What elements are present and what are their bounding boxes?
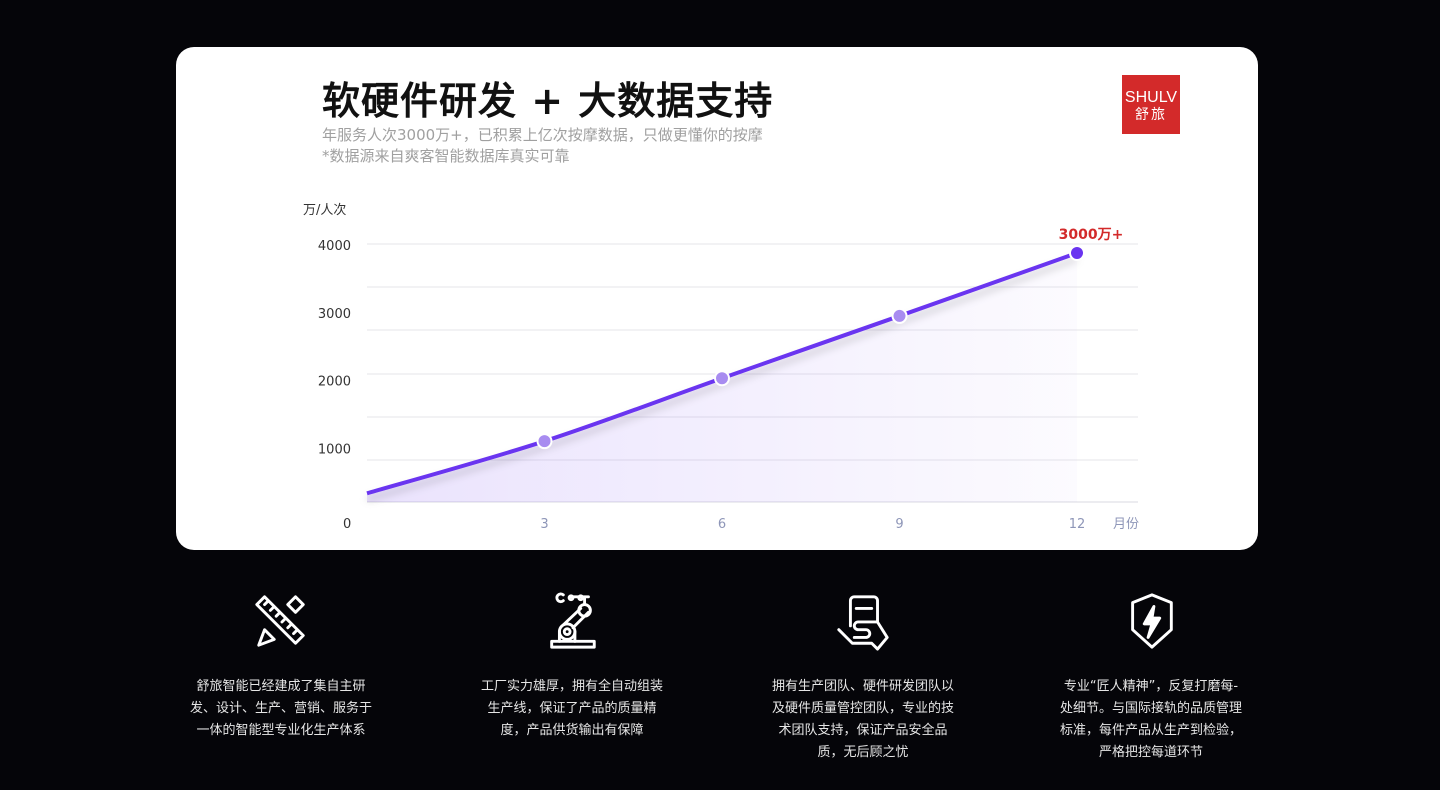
subtitle: 年服务人次3000万+，已积累上亿次按摩数据，只做更懂你的按摩 [322, 126, 763, 144]
feature-text-line: 专业“匠人精神”，反复打磨每- [1063, 679, 1239, 694]
feature-text-line: 质，无后顾之忧 [817, 745, 909, 760]
ruler-pencil-icon [171, 590, 391, 650]
feature-text-line: 及硬件质量管控团队，专业的技 [771, 701, 954, 716]
data-point [714, 370, 730, 387]
data-point [891, 307, 908, 324]
area-fill [367, 252, 1077, 502]
y-tick-label: 1000 [318, 442, 351, 457]
feature-text-line: 拥有生产团队、硬件研发团队以 [771, 679, 954, 694]
brand-logo: SHULV 舒旅 [1122, 75, 1180, 134]
data-point [1069, 244, 1085, 261]
feature-text-line: 处细节。与国际接轨的品质管理 [1059, 701, 1242, 716]
robot-arm-icon [462, 590, 682, 650]
feature-1: 舒旅智能已经建成了集自主研 发、设计、生产、营销、服务于 一体的智能型专业化生产体系 [171, 590, 391, 742]
page-title: 软硬件研发 + 大数据支持 [322, 79, 774, 123]
feature-3: 拥有生产团队、硬件研发团队以 及硬件质量管控团队，专业的技 术团队支持，保证产品安全… [753, 590, 973, 764]
y-tick-label: 0 [343, 517, 351, 532]
x-tick-label: 6 [718, 517, 726, 532]
logo-text-en: SHULV [1124, 89, 1178, 106]
data-point [536, 433, 553, 450]
feature-text-line: 发、设计、生产、营销、服务于 [189, 701, 372, 716]
x-tick-label: 9 [895, 517, 903, 532]
peak-annotation: 3000万+ [1059, 227, 1124, 243]
shield-lightning-icon [1041, 590, 1261, 650]
line-chart: 万/人次 月份 3000万+ 0 1000 2000 3000 4000 3 6 9 12 [303, 202, 1139, 532]
feature-4: 专业“匠人精神”，反复打磨每- 处细节。与国际接轨的品质管理 标准，每件产品从生产到… [1041, 590, 1261, 764]
y-tick-label: 2000 [318, 375, 351, 390]
feature-text-line: 术团队支持，保证产品安全品 [778, 723, 948, 738]
x-tick-label: 12 [1069, 517, 1086, 532]
logo-text-cn: 舒旅 [1135, 106, 1167, 122]
y-tick-label: 3000 [318, 307, 351, 322]
hand-document-icon [753, 590, 973, 651]
feature-text-line: 生产线，保证了产品的质量精 [487, 701, 657, 716]
y-tick-label: 4000 [318, 239, 351, 254]
feature-text-line: 标准，每件产品从生产到检验， [1059, 723, 1242, 738]
feature-text-line: 工厂实力雄厚，拥有全自动组装 [480, 679, 663, 694]
x-tick-label: 3 [540, 517, 548, 532]
feature-text-line: 舒旅智能已经建成了集自主研 [196, 679, 366, 694]
feature-text-line: 一体的智能型专业化生产体系 [196, 723, 366, 738]
y-axis-label: 万/人次 [303, 202, 346, 218]
feature-text-line: 度，产品供货输出有保障 [500, 723, 644, 738]
data-source-note: *数据源来自爽客智能数据库真实可靠 [322, 147, 570, 165]
x-axis-label: 月份 [1113, 517, 1139, 532]
feature-text-line: 严格把控每道环节 [1098, 745, 1203, 760]
feature-2: 工厂实力雄厚，拥有全自动组装 生产线，保证了产品的质量精 度，产品供货输出有保障 [462, 590, 682, 742]
